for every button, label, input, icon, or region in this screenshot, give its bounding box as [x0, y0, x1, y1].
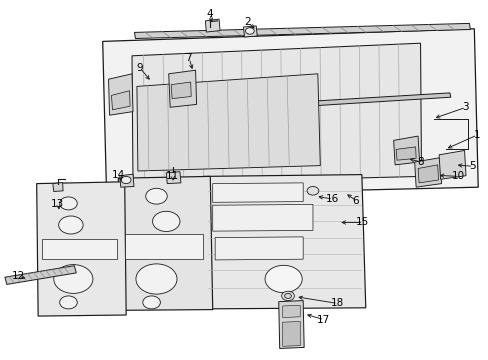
Text: 13: 13 — [51, 199, 64, 210]
Polygon shape — [171, 82, 191, 99]
Polygon shape — [137, 74, 320, 171]
Polygon shape — [282, 321, 300, 346]
Text: 7: 7 — [185, 53, 192, 63]
Polygon shape — [395, 147, 415, 160]
Circle shape — [281, 291, 294, 301]
Polygon shape — [102, 29, 477, 196]
Polygon shape — [41, 239, 117, 259]
Polygon shape — [212, 183, 303, 202]
Polygon shape — [417, 165, 438, 183]
Polygon shape — [243, 26, 257, 37]
Text: 4: 4 — [205, 9, 212, 19]
Circle shape — [264, 265, 302, 293]
Polygon shape — [205, 19, 220, 32]
Polygon shape — [108, 74, 133, 115]
Circle shape — [60, 197, 77, 210]
Polygon shape — [124, 234, 203, 259]
Circle shape — [142, 296, 160, 309]
Text: 8: 8 — [416, 157, 423, 167]
Polygon shape — [438, 150, 465, 179]
Circle shape — [152, 211, 180, 231]
Polygon shape — [393, 136, 419, 165]
Circle shape — [60, 296, 77, 309]
Polygon shape — [5, 266, 76, 284]
Text: 10: 10 — [451, 171, 464, 181]
Polygon shape — [37, 182, 126, 316]
Text: 17: 17 — [316, 315, 330, 325]
Polygon shape — [53, 183, 63, 192]
Text: 9: 9 — [136, 63, 142, 73]
Polygon shape — [212, 204, 312, 231]
Text: 11: 11 — [165, 171, 179, 181]
Polygon shape — [282, 305, 300, 318]
Text: 12: 12 — [12, 271, 25, 282]
Text: 18: 18 — [330, 298, 344, 309]
Circle shape — [121, 176, 131, 184]
Text: 6: 6 — [352, 196, 359, 206]
Circle shape — [59, 216, 83, 234]
Text: 2: 2 — [244, 17, 250, 27]
Polygon shape — [278, 301, 304, 348]
Polygon shape — [111, 91, 130, 110]
Polygon shape — [120, 174, 134, 187]
Circle shape — [54, 265, 93, 293]
Text: 3: 3 — [461, 102, 468, 112]
Polygon shape — [166, 172, 181, 184]
Polygon shape — [203, 175, 365, 309]
Polygon shape — [132, 43, 421, 184]
Text: 15: 15 — [355, 217, 369, 228]
Circle shape — [306, 186, 318, 195]
Circle shape — [136, 264, 177, 294]
Polygon shape — [118, 176, 212, 310]
Circle shape — [284, 293, 291, 298]
Text: 5: 5 — [468, 161, 475, 171]
Text: 16: 16 — [325, 194, 339, 204]
Polygon shape — [168, 70, 196, 107]
Circle shape — [145, 188, 167, 204]
Polygon shape — [215, 237, 303, 260]
Polygon shape — [134, 23, 469, 39]
Circle shape — [245, 28, 254, 34]
Polygon shape — [414, 158, 441, 187]
Text: 1: 1 — [472, 130, 479, 140]
Text: 14: 14 — [111, 170, 125, 180]
Polygon shape — [288, 93, 450, 107]
